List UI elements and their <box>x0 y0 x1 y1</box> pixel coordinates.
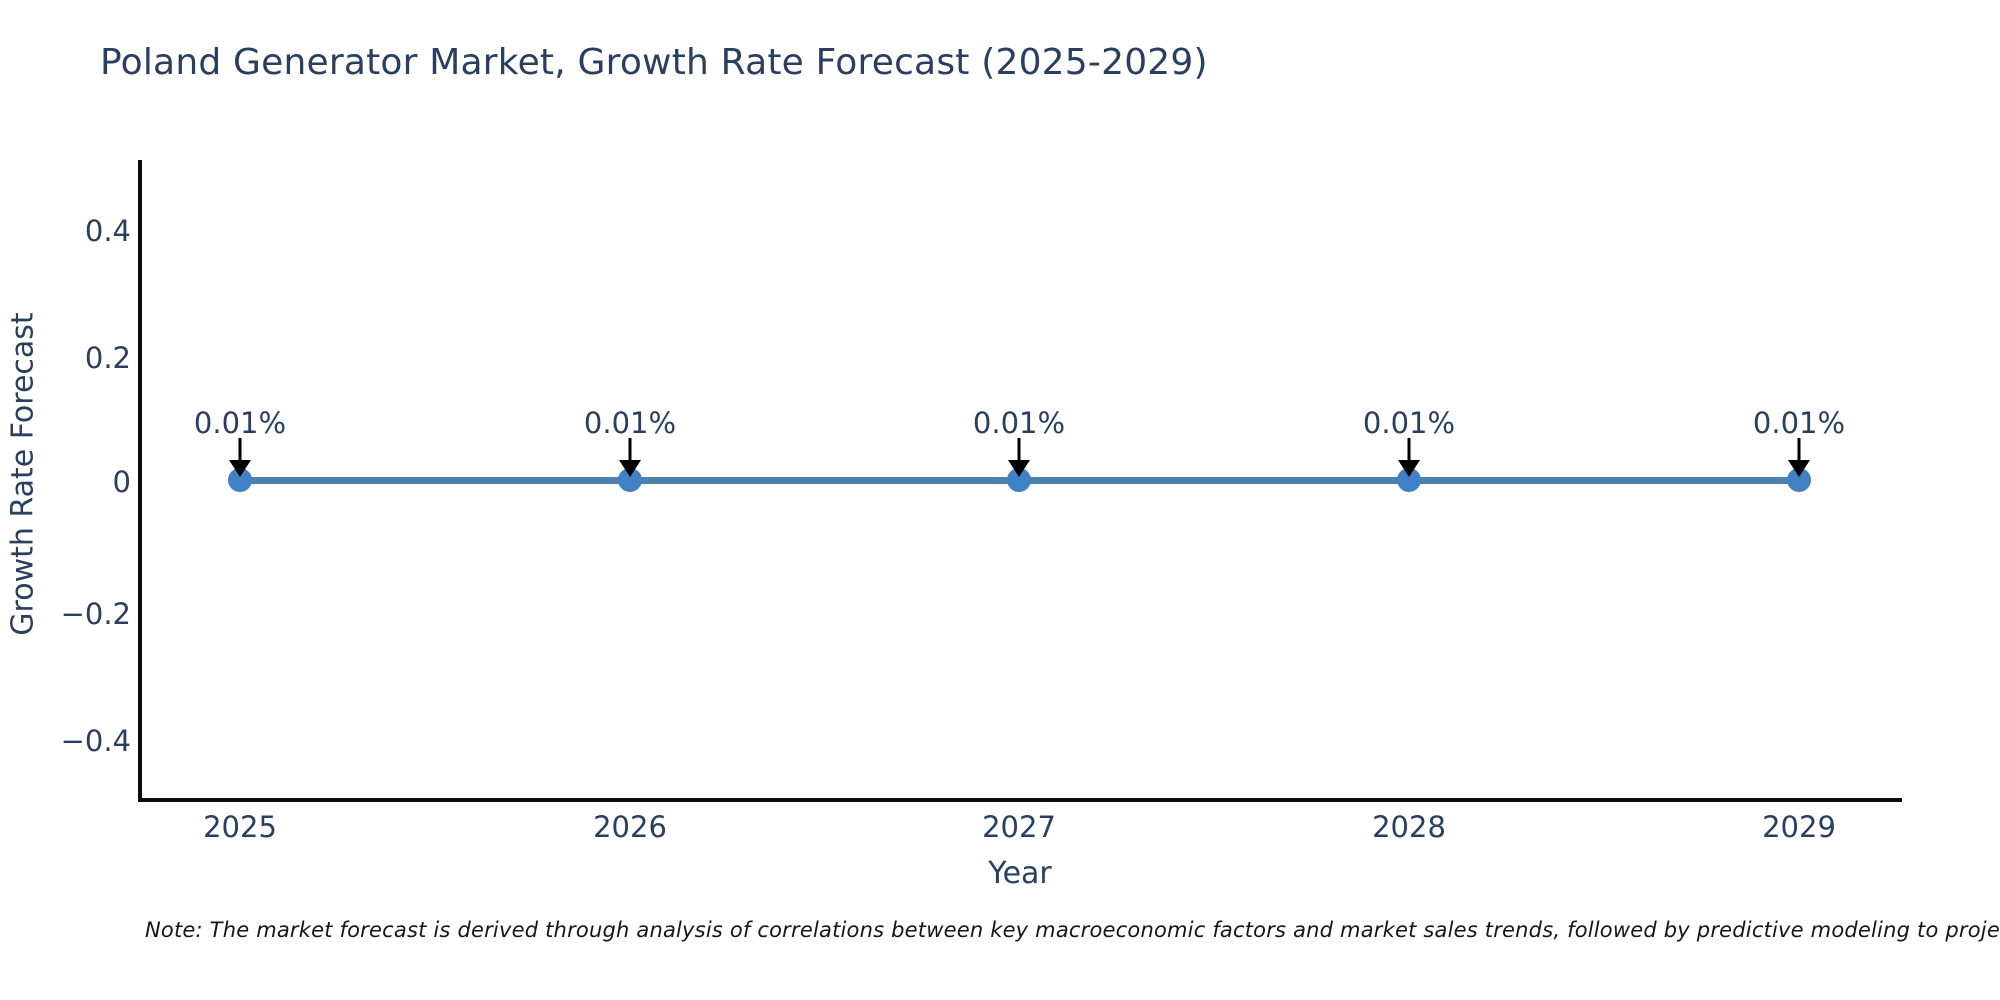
y-tick-label: 0 <box>112 465 131 499</box>
y-tick-label: −0.4 <box>60 724 131 758</box>
annotation-arrow-shaft <box>1797 438 1801 463</box>
x-tick-label: 2027 <box>982 810 1056 844</box>
annotation-arrow-shaft <box>1017 438 1021 463</box>
point-annotation-label: 0.01% <box>972 406 1066 440</box>
footnote: Note: The market forecast is derived thr… <box>145 918 2000 942</box>
x-axis-line <box>138 798 1902 802</box>
y-tick-label: 0.2 <box>84 341 131 375</box>
y-axis-title: Growth Rate Forecast <box>5 312 41 636</box>
annotation-arrow-shaft <box>628 438 632 463</box>
annotation-arrow-shaft <box>1407 438 1411 463</box>
point-annotation-label: 0.01% <box>583 406 677 440</box>
annotation-arrow-head-icon <box>1008 460 1030 477</box>
annotation-arrow-shaft <box>238 438 242 463</box>
chart-title: Poland Generator Market, Growth Rate For… <box>100 42 1208 83</box>
x-tick-label: 2029 <box>1762 810 1836 844</box>
y-axis-line <box>138 160 142 802</box>
x-tick-label: 2028 <box>1372 810 1446 844</box>
point-annotation-label: 0.01% <box>193 406 287 440</box>
x-axis-title: Year <box>988 856 1052 891</box>
point-annotation-label: 0.01% <box>1752 406 1846 440</box>
x-tick-label: 2026 <box>593 810 667 844</box>
point-annotation-label: 0.01% <box>1362 406 1456 440</box>
annotation-arrow-head-icon <box>619 460 641 477</box>
annotation-arrow-head-icon <box>229 460 251 477</box>
annotation-arrow-head-icon <box>1788 460 1810 477</box>
y-tick-label: −0.2 <box>60 597 131 631</box>
x-tick-label: 2025 <box>203 810 277 844</box>
y-tick-label: 0.4 <box>84 214 131 248</box>
annotation-arrow-head-icon <box>1398 460 1420 477</box>
